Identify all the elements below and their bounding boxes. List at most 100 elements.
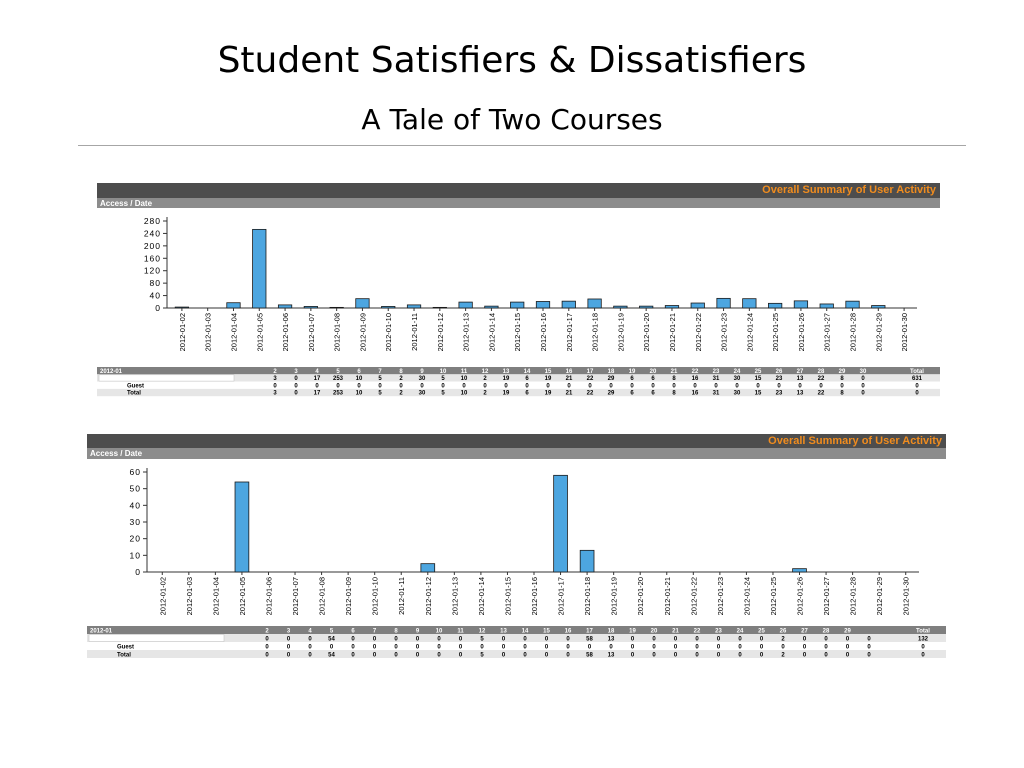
bar-2012-01-19 [613, 305, 628, 309]
table-column-header: 3 [287, 629, 291, 635]
table-cell: 8 [840, 391, 844, 397]
x-tick-label: 2012-01-02 [158, 577, 167, 615]
table-cell: 0 [803, 637, 807, 643]
table-cell: 0 [483, 383, 487, 389]
y-tick-label: 280 [144, 216, 161, 226]
table-total-header: Total [910, 369, 924, 375]
table-cell: 0 [308, 653, 312, 659]
table-cell: 0 [652, 637, 656, 643]
y-tick-label: 200 [144, 241, 161, 251]
table-cell: 5 [480, 637, 484, 643]
table-cell: 54 [328, 637, 335, 643]
y-tick-label: 50 [130, 484, 141, 494]
table-month-label: 2012-01 [90, 629, 113, 635]
table-column-header: 16 [565, 629, 572, 635]
bar-2012-01-15 [510, 301, 525, 309]
table-cell: 0 [824, 637, 828, 643]
table-cell: 0 [308, 637, 312, 643]
table-cell: 2 [399, 391, 403, 397]
table-total-header: Total [916, 629, 930, 635]
table-cell: 23 [776, 391, 783, 397]
table-column-header: 6 [351, 629, 355, 635]
y-tick-label: 30 [130, 517, 141, 527]
table-cell: 0 [373, 645, 377, 651]
table-column-header: 20 [650, 369, 657, 375]
table-cell: 5 [441, 391, 445, 397]
table-cell: 6 [525, 376, 529, 382]
bar-2012-01-14 [484, 305, 499, 309]
table-cell: 0 [504, 383, 508, 389]
table-cell: 19 [503, 376, 510, 382]
table-cell: 6 [630, 391, 634, 397]
x-tick-label: 2012-01-15 [503, 577, 512, 615]
table-cell: 0 [803, 645, 807, 651]
table-cell: 0 [373, 637, 377, 643]
table-column-header: 27 [797, 369, 804, 375]
table-cell: 0 [480, 645, 484, 651]
y-tick-label: 120 [144, 266, 161, 276]
table-cell: 8 [672, 391, 676, 397]
table-cell: 0 [588, 383, 592, 389]
x-tick-label: 2012-01-12 [424, 577, 433, 615]
table-cell: 31 [713, 391, 720, 397]
table-column-header: 7 [373, 629, 377, 635]
bar-2012-01-04 [226, 302, 241, 309]
table-cell: 31 [713, 376, 720, 382]
table-row-total: 0 [921, 653, 925, 659]
table-cell: 22 [587, 376, 594, 382]
panel-subheader: Access / Date [97, 198, 940, 208]
table-cell: 0 [803, 653, 807, 659]
x-tick-label: 2012-01-15 [513, 313, 522, 351]
table-column-header: 17 [587, 369, 594, 375]
x-tick-label: 2012-01-29 [874, 313, 883, 351]
y-tick-label: 0 [135, 567, 141, 577]
bar-2012-01-11 [406, 304, 422, 309]
table-cell: 0 [523, 653, 527, 659]
table-cell: 0 [502, 645, 506, 651]
table-cell: 0 [459, 637, 463, 643]
table-cell: 2 [483, 391, 487, 397]
table-cell: 0 [566, 645, 570, 651]
table-column-header: 2 [273, 369, 277, 375]
table-cell: 0 [437, 645, 441, 651]
table-column-header: 10 [440, 369, 447, 375]
table-cell: 15 [755, 376, 762, 382]
y-tick-label: 10 [130, 550, 141, 560]
table-cell: 15 [755, 391, 762, 397]
table-cell: 22 [818, 391, 825, 397]
x-tick-label: 2012-01-25 [771, 313, 780, 351]
table-cell: 13 [608, 637, 615, 643]
table-cell: 0 [846, 637, 850, 643]
table-cell: 6 [651, 376, 655, 382]
table-cell: 0 [399, 383, 403, 389]
bar-2012-01-17 [561, 300, 576, 309]
table-cell: 22 [818, 376, 825, 382]
table-row-label-box [88, 634, 225, 642]
table-row-total: 0 [915, 383, 919, 389]
x-tick-label: 2012-01-28 [849, 577, 858, 615]
table-column-header: 2 [265, 629, 269, 635]
table-cell: 0 [867, 653, 871, 659]
table-cell: 0 [287, 653, 291, 659]
table-cell: 16 [692, 376, 699, 382]
panel-header: Overall Summary of User Activity [87, 434, 946, 448]
table-column-header: 7 [378, 369, 382, 375]
table-cell: 0 [840, 383, 844, 389]
x-tick-label: 2012-01-22 [694, 313, 703, 351]
table-cell: 21 [566, 376, 573, 382]
table-cell: 0 [631, 637, 635, 643]
table-cell: 10 [356, 391, 363, 397]
table-row-bg [97, 388, 940, 397]
x-tick-label: 2012-01-14 [477, 577, 486, 615]
table-cell: 0 [824, 653, 828, 659]
table-cell: 0 [652, 653, 656, 659]
table-row-bg [87, 642, 946, 650]
table-cell: 6 [651, 391, 655, 397]
table-cell: 0 [861, 383, 865, 389]
table-cell: 29 [608, 376, 615, 382]
table-column-header: 4 [315, 369, 319, 375]
x-tick-label: 2012-01-06 [264, 577, 273, 615]
table-cell: 0 [867, 645, 871, 651]
table-cell: 23 [776, 376, 783, 382]
